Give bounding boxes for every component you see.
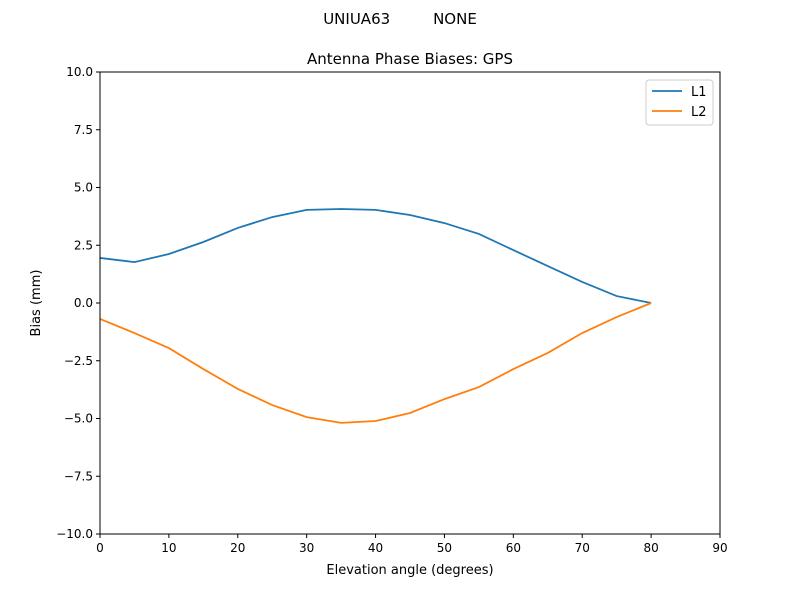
x-tick-label: 80 [643, 541, 658, 555]
legend-label: L1 [691, 85, 707, 100]
plot-frame [99, 71, 721, 535]
series-line-L1 [99, 208, 652, 304]
x-tick-label: 90 [712, 541, 727, 555]
x-tick-label: 60 [506, 541, 521, 555]
x-tick-label: 40 [368, 541, 383, 555]
x-tick-label: 10 [161, 541, 176, 555]
x-axis-label: Elevation angle (degrees) [326, 563, 493, 578]
y-tick-label: 2.5 [74, 238, 93, 252]
y-tick-label: 0.0 [74, 296, 93, 310]
y-tick-label: 7.5 [74, 123, 93, 137]
x-tick-label: 30 [299, 541, 314, 555]
y-tick-label: 10.0 [66, 65, 93, 79]
y-axis-label: Bias (mm) [29, 270, 44, 337]
series-line-L2 [99, 302, 652, 424]
suptitle: UNIUA63 NONE [323, 10, 477, 28]
y-tick-label: 5.0 [74, 181, 93, 195]
x-tick-label: 0 [96, 541, 104, 555]
y-tick-label: −7.5 [64, 469, 93, 483]
y-tick-label: −5.0 [64, 412, 93, 426]
x-tick-label: 20 [230, 541, 245, 555]
y-tick-label: −2.5 [64, 354, 93, 368]
chart-title: Antenna Phase Biases: GPS [307, 50, 513, 68]
legend-label: L2 [691, 105, 707, 120]
y-tick-label: −10.0 [56, 527, 93, 541]
x-tick-label: 70 [575, 541, 590, 555]
x-tick-label: 50 [437, 541, 452, 555]
